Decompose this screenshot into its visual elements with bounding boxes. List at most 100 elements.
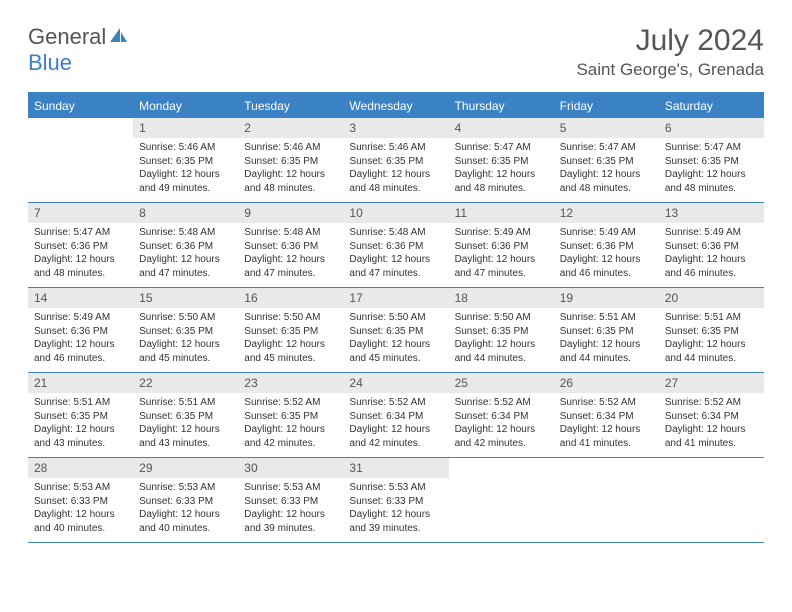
- daylight-line2: and 48 minutes.: [244, 182, 337, 196]
- day-cell: 25Sunrise: 5:52 AMSunset: 6:34 PMDayligh…: [449, 373, 554, 457]
- day-body: Sunrise: 5:50 AMSunset: 6:35 PMDaylight:…: [133, 308, 238, 371]
- daylight-line2: and 48 minutes.: [349, 182, 442, 196]
- daylight-line2: and 46 minutes.: [560, 267, 653, 281]
- sunrise-text: Sunrise: 5:46 AM: [244, 141, 337, 155]
- sunrise-text: Sunrise: 5:46 AM: [349, 141, 442, 155]
- daylight-line2: and 43 minutes.: [34, 437, 127, 451]
- daylight-line2: and 47 minutes.: [244, 267, 337, 281]
- day-cell: 4Sunrise: 5:47 AMSunset: 6:35 PMDaylight…: [449, 118, 554, 202]
- sunset-text: Sunset: 6:35 PM: [34, 410, 127, 424]
- sail-icon: [108, 26, 128, 44]
- day-number: 10: [343, 203, 448, 223]
- sunset-text: Sunset: 6:34 PM: [455, 410, 548, 424]
- day-cell: 16Sunrise: 5:50 AMSunset: 6:35 PMDayligh…: [238, 288, 343, 372]
- daylight-line2: and 49 minutes.: [139, 182, 232, 196]
- daylight-line2: and 45 minutes.: [349, 352, 442, 366]
- sunrise-text: Sunrise: 5:51 AM: [560, 311, 653, 325]
- sunset-text: Sunset: 6:34 PM: [665, 410, 758, 424]
- day-cell: 18Sunrise: 5:50 AMSunset: 6:35 PMDayligh…: [449, 288, 554, 372]
- sunset-text: Sunset: 6:35 PM: [139, 325, 232, 339]
- daylight-line2: and 43 minutes.: [139, 437, 232, 451]
- sunset-text: Sunset: 6:35 PM: [244, 155, 337, 169]
- day-body: Sunrise: 5:53 AMSunset: 6:33 PMDaylight:…: [28, 478, 133, 541]
- sunrise-text: Sunrise: 5:47 AM: [560, 141, 653, 155]
- day-number: 1: [133, 118, 238, 138]
- sunrise-text: Sunrise: 5:53 AM: [139, 481, 232, 495]
- day-number: 30: [238, 458, 343, 478]
- daylight-line1: Daylight: 12 hours: [560, 338, 653, 352]
- day-body: Sunrise: 5:53 AMSunset: 6:33 PMDaylight:…: [238, 478, 343, 541]
- daylight-line1: Daylight: 12 hours: [349, 508, 442, 522]
- sunrise-text: Sunrise: 5:53 AM: [34, 481, 127, 495]
- daylight-line1: Daylight: 12 hours: [139, 338, 232, 352]
- day-number: 18: [449, 288, 554, 308]
- weekday-header: Sunday: [28, 94, 133, 118]
- sunset-text: Sunset: 6:35 PM: [349, 155, 442, 169]
- sunset-text: Sunset: 6:35 PM: [665, 155, 758, 169]
- weekday-header: Thursday: [449, 94, 554, 118]
- weeks-container: 1Sunrise: 5:46 AMSunset: 6:35 PMDaylight…: [28, 118, 764, 543]
- day-number: 27: [659, 373, 764, 393]
- day-number: 15: [133, 288, 238, 308]
- day-body: Sunrise: 5:51 AMSunset: 6:35 PMDaylight:…: [554, 308, 659, 371]
- day-number: 9: [238, 203, 343, 223]
- daylight-line1: Daylight: 12 hours: [349, 338, 442, 352]
- daylight-line1: Daylight: 12 hours: [244, 253, 337, 267]
- sunrise-text: Sunrise: 5:50 AM: [139, 311, 232, 325]
- day-body: Sunrise: 5:47 AMSunset: 6:35 PMDaylight:…: [449, 138, 554, 201]
- day-body: Sunrise: 5:53 AMSunset: 6:33 PMDaylight:…: [343, 478, 448, 541]
- sunset-text: Sunset: 6:36 PM: [139, 240, 232, 254]
- daylight-line1: Daylight: 12 hours: [665, 338, 758, 352]
- day-body: Sunrise: 5:46 AMSunset: 6:35 PMDaylight:…: [133, 138, 238, 201]
- day-cell: 30Sunrise: 5:53 AMSunset: 6:33 PMDayligh…: [238, 458, 343, 542]
- daylight-line1: Daylight: 12 hours: [455, 423, 548, 437]
- day-number: 28: [28, 458, 133, 478]
- title-block: July 2024 Saint George's, Grenada: [576, 24, 764, 80]
- day-cell: 23Sunrise: 5:52 AMSunset: 6:35 PMDayligh…: [238, 373, 343, 457]
- day-cell: 7Sunrise: 5:47 AMSunset: 6:36 PMDaylight…: [28, 203, 133, 287]
- daylight-line1: Daylight: 12 hours: [560, 423, 653, 437]
- sunset-text: Sunset: 6:35 PM: [455, 155, 548, 169]
- day-number: 25: [449, 373, 554, 393]
- day-body: Sunrise: 5:52 AMSunset: 6:34 PMDaylight:…: [659, 393, 764, 456]
- sunrise-text: Sunrise: 5:52 AM: [244, 396, 337, 410]
- daylight-line1: Daylight: 12 hours: [244, 338, 337, 352]
- daylight-line1: Daylight: 12 hours: [139, 423, 232, 437]
- daylight-line1: Daylight: 12 hours: [665, 168, 758, 182]
- day-cell: 31Sunrise: 5:53 AMSunset: 6:33 PMDayligh…: [343, 458, 448, 542]
- day-number: 13: [659, 203, 764, 223]
- sunrise-text: Sunrise: 5:51 AM: [34, 396, 127, 410]
- daylight-line1: Daylight: 12 hours: [139, 168, 232, 182]
- daylight-line2: and 46 minutes.: [665, 267, 758, 281]
- day-body: Sunrise: 5:49 AMSunset: 6:36 PMDaylight:…: [659, 223, 764, 286]
- day-cell: 19Sunrise: 5:51 AMSunset: 6:35 PMDayligh…: [554, 288, 659, 372]
- sunset-text: Sunset: 6:34 PM: [560, 410, 653, 424]
- sunrise-text: Sunrise: 5:51 AM: [665, 311, 758, 325]
- daylight-line2: and 44 minutes.: [665, 352, 758, 366]
- sunset-text: Sunset: 6:35 PM: [244, 325, 337, 339]
- day-cell: [659, 458, 764, 542]
- daylight-line1: Daylight: 12 hours: [139, 253, 232, 267]
- day-number: 7: [28, 203, 133, 223]
- daylight-line2: and 48 minutes.: [560, 182, 653, 196]
- sunset-text: Sunset: 6:36 PM: [244, 240, 337, 254]
- day-body: Sunrise: 5:48 AMSunset: 6:36 PMDaylight:…: [133, 223, 238, 286]
- day-body: Sunrise: 5:51 AMSunset: 6:35 PMDaylight:…: [133, 393, 238, 456]
- sunset-text: Sunset: 6:35 PM: [560, 155, 653, 169]
- daylight-line2: and 42 minutes.: [349, 437, 442, 451]
- sunrise-text: Sunrise: 5:48 AM: [139, 226, 232, 240]
- sunset-text: Sunset: 6:36 PM: [34, 240, 127, 254]
- day-cell: 5Sunrise: 5:47 AMSunset: 6:35 PMDaylight…: [554, 118, 659, 202]
- sunset-text: Sunset: 6:33 PM: [349, 495, 442, 509]
- daylight-line1: Daylight: 12 hours: [34, 253, 127, 267]
- day-body: Sunrise: 5:52 AMSunset: 6:35 PMDaylight:…: [238, 393, 343, 456]
- daylight-line2: and 44 minutes.: [560, 352, 653, 366]
- sunrise-text: Sunrise: 5:50 AM: [244, 311, 337, 325]
- sunset-text: Sunset: 6:35 PM: [139, 155, 232, 169]
- sunrise-text: Sunrise: 5:47 AM: [455, 141, 548, 155]
- day-body: Sunrise: 5:49 AMSunset: 6:36 PMDaylight:…: [28, 308, 133, 371]
- day-cell: 24Sunrise: 5:52 AMSunset: 6:34 PMDayligh…: [343, 373, 448, 457]
- sunrise-text: Sunrise: 5:49 AM: [34, 311, 127, 325]
- daylight-line1: Daylight: 12 hours: [244, 508, 337, 522]
- daylight-line2: and 48 minutes.: [665, 182, 758, 196]
